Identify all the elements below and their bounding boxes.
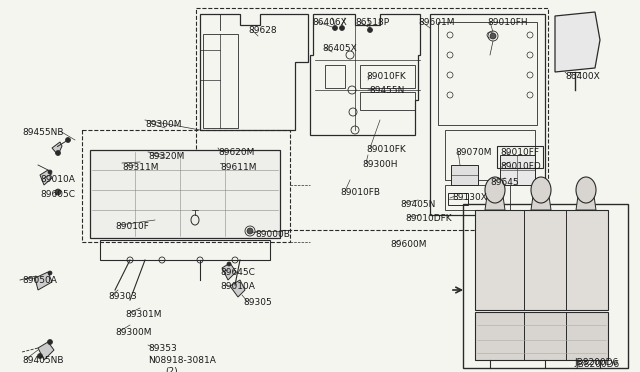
Text: 89301M: 89301M bbox=[125, 310, 161, 319]
Ellipse shape bbox=[333, 26, 337, 31]
Bar bbox=[451, 165, 478, 185]
Bar bbox=[500, 155, 535, 185]
Bar bbox=[196, 8, 548, 230]
Text: 89300M: 89300M bbox=[115, 328, 152, 337]
Text: 89303: 89303 bbox=[108, 292, 137, 301]
Text: 89353: 89353 bbox=[148, 344, 177, 353]
Text: 89645C: 89645C bbox=[220, 268, 255, 277]
Bar bbox=[360, 92, 415, 110]
Text: 89620M: 89620M bbox=[218, 148, 254, 157]
Text: 89130X: 89130X bbox=[452, 193, 487, 202]
Text: 89455N: 89455N bbox=[369, 86, 404, 95]
Polygon shape bbox=[40, 170, 52, 185]
Text: 89305: 89305 bbox=[243, 298, 272, 307]
Text: (2): (2) bbox=[165, 367, 178, 372]
Ellipse shape bbox=[55, 189, 61, 195]
Text: 86518P: 86518P bbox=[355, 18, 389, 27]
Bar bbox=[445, 130, 535, 180]
Text: 89000B: 89000B bbox=[255, 230, 290, 239]
Text: 89010FK: 89010FK bbox=[366, 72, 406, 81]
Ellipse shape bbox=[47, 340, 52, 344]
Text: 89601M: 89601M bbox=[418, 18, 454, 27]
Ellipse shape bbox=[576, 177, 596, 203]
Ellipse shape bbox=[38, 353, 42, 359]
Ellipse shape bbox=[367, 28, 372, 32]
Text: 89455NB: 89455NB bbox=[22, 128, 63, 137]
Text: 89070M: 89070M bbox=[455, 148, 492, 157]
Text: 89010FD: 89010FD bbox=[500, 162, 541, 171]
Text: 89010FK: 89010FK bbox=[366, 145, 406, 154]
Text: 89010FB: 89010FB bbox=[340, 188, 380, 197]
Text: 89405NB: 89405NB bbox=[22, 356, 63, 365]
Ellipse shape bbox=[48, 170, 52, 174]
Ellipse shape bbox=[247, 228, 253, 234]
Text: 89628: 89628 bbox=[248, 26, 276, 35]
Text: 89300M: 89300M bbox=[145, 120, 182, 129]
Ellipse shape bbox=[339, 26, 344, 31]
Ellipse shape bbox=[65, 138, 70, 142]
Text: 89010DFK: 89010DFK bbox=[405, 214, 452, 223]
Text: 89605C: 89605C bbox=[40, 190, 75, 199]
Polygon shape bbox=[222, 263, 236, 280]
Polygon shape bbox=[531, 196, 551, 210]
Ellipse shape bbox=[490, 33, 496, 39]
Polygon shape bbox=[475, 312, 608, 360]
Bar bbox=[445, 185, 510, 210]
Polygon shape bbox=[555, 12, 600, 72]
Polygon shape bbox=[52, 142, 62, 155]
Bar bbox=[497, 146, 543, 168]
Text: 86400X: 86400X bbox=[565, 72, 600, 81]
Text: 89010FH: 89010FH bbox=[487, 18, 527, 27]
Text: 86405X: 86405X bbox=[322, 44, 356, 53]
Polygon shape bbox=[90, 150, 280, 238]
Text: 89050A: 89050A bbox=[22, 276, 57, 285]
Text: JB8200D6: JB8200D6 bbox=[575, 360, 620, 369]
Text: JB8200D6: JB8200D6 bbox=[574, 358, 618, 367]
Ellipse shape bbox=[531, 177, 551, 203]
Polygon shape bbox=[230, 280, 245, 297]
Ellipse shape bbox=[485, 177, 505, 203]
Ellipse shape bbox=[227, 262, 231, 266]
Polygon shape bbox=[38, 342, 54, 360]
Text: 89010A: 89010A bbox=[40, 175, 75, 184]
Ellipse shape bbox=[56, 151, 61, 155]
Polygon shape bbox=[576, 196, 596, 210]
Bar bbox=[360, 65, 415, 88]
Text: 86406X: 86406X bbox=[312, 18, 347, 27]
Polygon shape bbox=[475, 210, 608, 310]
Bar bbox=[325, 65, 345, 88]
Text: 89010A: 89010A bbox=[220, 282, 255, 291]
Text: 89300H: 89300H bbox=[362, 160, 397, 169]
Text: 89405N: 89405N bbox=[400, 200, 435, 209]
Bar bbox=[448, 193, 468, 205]
Bar bbox=[463, 204, 628, 368]
Text: N08918-3081A: N08918-3081A bbox=[148, 356, 216, 365]
Text: 89645: 89645 bbox=[490, 178, 518, 187]
Text: 89010FF: 89010FF bbox=[500, 148, 539, 157]
Bar bbox=[438, 22, 537, 125]
Text: 89010F: 89010F bbox=[115, 222, 149, 231]
Text: 89320M: 89320M bbox=[148, 152, 184, 161]
Text: 89600M: 89600M bbox=[390, 240, 426, 249]
Polygon shape bbox=[35, 272, 52, 290]
Text: 89611M: 89611M bbox=[220, 163, 257, 172]
Bar bbox=[82, 130, 290, 242]
Polygon shape bbox=[485, 196, 505, 210]
Text: 89311M: 89311M bbox=[122, 163, 159, 172]
Ellipse shape bbox=[48, 271, 52, 275]
